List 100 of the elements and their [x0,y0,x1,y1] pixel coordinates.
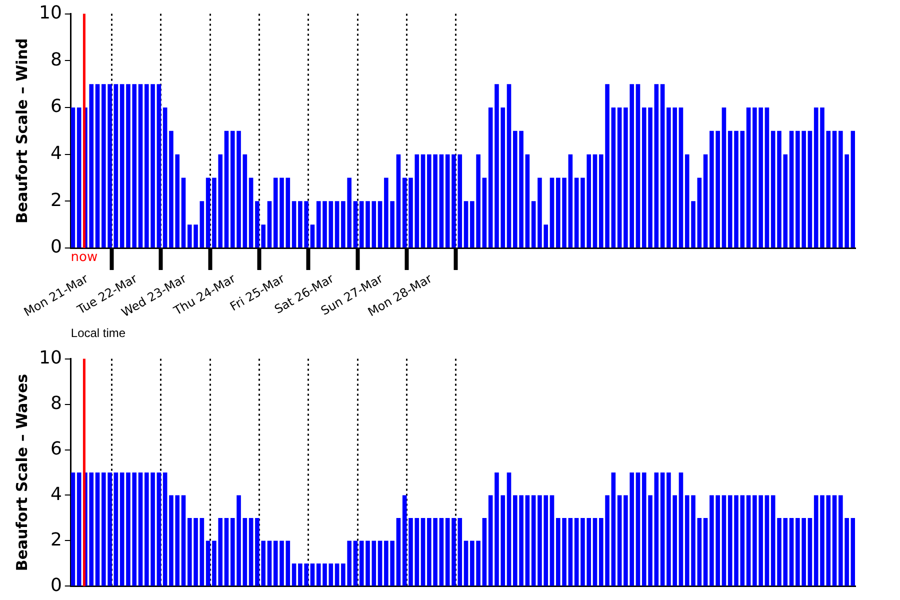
y-tick-label: 10 [39,347,62,368]
bar [654,84,659,248]
bar [525,154,530,248]
bar [506,472,512,586]
bar [525,495,530,586]
bar [808,130,812,248]
bar [353,540,358,586]
bar [850,518,855,586]
y-tick-label: 0 [50,236,62,258]
bar [592,518,598,586]
bar [832,130,837,248]
bar [574,518,579,586]
bar [636,84,640,248]
y-axis-title: Beaufort Scale – Waves [12,374,31,572]
bar [248,178,254,248]
bar [76,107,82,248]
bar [764,107,770,248]
y-tick-label: 6 [50,438,62,460]
y-tick-label: 2 [50,190,62,211]
bar [120,84,124,248]
bar [636,472,640,586]
bar [224,518,229,586]
bar [267,201,272,248]
bar [506,84,512,248]
bar [697,518,702,586]
y-tick-label: 4 [50,484,62,505]
bar [114,84,118,248]
bar [95,84,100,248]
bar [378,540,382,586]
bar [550,178,554,248]
bar [224,130,229,248]
y-tick-label: 4 [50,143,62,164]
bar [722,495,726,586]
bar [162,107,168,248]
bar [378,201,382,248]
bar [292,563,296,586]
bar [654,472,659,586]
bar [482,518,487,586]
bar [445,154,450,248]
bar [70,472,76,586]
bar [660,84,665,248]
bar [396,518,401,586]
bar [808,518,812,586]
bar [286,178,290,248]
bar [120,472,124,586]
bar [488,107,493,248]
ref-line-label: now [70,250,98,265]
bar [206,540,210,586]
bar [482,178,487,248]
bar [531,495,536,586]
bar [334,563,340,586]
bar [114,472,118,586]
bar [488,495,493,586]
bar [592,154,598,248]
bar [703,518,708,586]
bar [660,472,665,586]
bar [156,472,162,586]
y-tick-label: 2 [50,529,62,550]
y-tick-label: 8 [50,49,62,70]
bar [181,178,186,248]
bar [850,130,855,248]
bar [789,518,794,586]
bar [764,495,770,586]
bar [200,201,204,248]
bar [89,472,94,586]
bar [574,178,579,248]
bar [789,130,794,248]
bar [138,472,143,586]
bar [242,154,248,248]
bar [550,495,554,586]
bar [420,518,426,586]
bar [95,472,100,586]
bar [568,154,573,248]
bar [286,540,290,586]
bar [617,107,622,248]
y-axis-title: Beaufort Scale – Wind [12,38,31,224]
bar [181,495,186,586]
x-axis-title: Local time [70,326,126,340]
bar [722,107,726,248]
bar [292,201,296,248]
bar [242,518,248,586]
bar [740,130,745,248]
bar [697,178,702,248]
y-tick-label: 8 [50,392,62,414]
bar [464,540,468,586]
bar [746,107,751,248]
bar [328,563,334,586]
bar [420,154,426,248]
bar [832,495,837,586]
bar [678,472,684,586]
y-tick-label: 6 [50,96,62,118]
y-tick-label: 0 [50,574,62,596]
bar [611,472,616,586]
bar [328,201,334,248]
bar [531,201,536,248]
bar [678,107,684,248]
bar [617,495,622,586]
bar [568,518,573,586]
bar [703,154,708,248]
bar [334,201,340,248]
